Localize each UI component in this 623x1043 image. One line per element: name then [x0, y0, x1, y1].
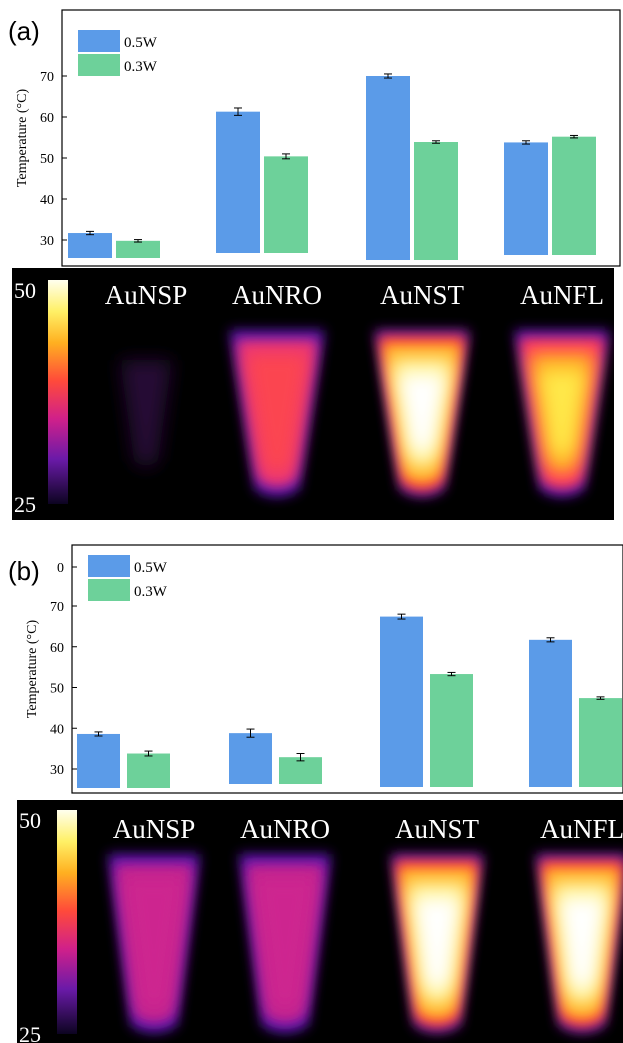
thermal-image-a: 50 25 AuNSP AuNRO AuNST AuNFL	[12, 268, 614, 520]
bar-AuNRO-0.3W	[264, 156, 308, 253]
sample-label-AuNRO: AuNRO	[240, 814, 330, 844]
plot-frame	[61, 9, 621, 267]
legend-label-0.3W: 0.3W	[124, 59, 158, 75]
y-tick-label: 30	[50, 763, 64, 778]
y-tick-label: 40	[40, 193, 54, 208]
thermal-sample-AuNRO	[229, 330, 325, 497]
y-tick-label: 40	[50, 722, 64, 737]
colorbar-max-label: 50	[14, 278, 36, 303]
bar-AuNST-0.5W	[380, 616, 423, 787]
sample-label-AuNST: AuNST	[380, 280, 465, 310]
sample-label-AuNSP: AuNSP	[105, 280, 188, 310]
bar-AuNST-0.5W	[366, 76, 410, 260]
y-axis-label: Temperature (°C)	[25, 620, 40, 719]
plot-frame	[71, 544, 623, 794]
sample-label-AuNFL: AuNFL	[540, 814, 623, 844]
y-tick-label: 50	[40, 152, 54, 167]
thermal-sample-AuNSP	[119, 360, 173, 467]
y-tick-label: 50	[50, 682, 64, 697]
colorbar-min-label: 25	[19, 1022, 41, 1043]
panel-label-a: (a)	[8, 16, 40, 46]
sample-label-AuNST: AuNST	[395, 814, 480, 844]
chart-1: 0 30 40 50 60 70 Temperature (°C) 0.5W 0.3W	[25, 544, 623, 794]
panel-label-b: (b)	[8, 556, 40, 586]
thermal-sample-AuNFL	[536, 854, 623, 1033]
sample-label-AuNSP: AuNSP	[113, 814, 196, 844]
y-axis-label: Temperature (°C)	[15, 89, 30, 188]
sample-label-AuNFL: AuNFL	[520, 280, 604, 310]
y-tick-label: 0	[57, 561, 64, 576]
y-tick-label: 70	[40, 70, 54, 85]
chart-0: 30 40 50 60 70 Temperature (°C) 0.5W 0.3W	[15, 9, 621, 267]
bar-AuNFL-0.3W	[552, 136, 596, 255]
colorbar-min-label: 25	[14, 492, 36, 517]
colorbar	[48, 280, 68, 504]
bar-AuNSP-0.5W	[68, 233, 112, 258]
sample-label-AuNRO: AuNRO	[232, 280, 322, 310]
thermal-sample-AuNSP	[108, 854, 200, 1033]
bar-AuNRO-0.3W	[279, 757, 322, 784]
legend-swatch-0.3W	[78, 54, 120, 76]
bar-AuNFL-0.5W	[504, 142, 548, 255]
bar-AuNFL-0.5W	[529, 639, 572, 787]
thermal-sample-AuNST	[374, 330, 470, 497]
y-tick-label: 60	[40, 111, 54, 126]
thermal-sample-AuNST	[391, 854, 483, 1033]
bar-AuNST-0.3W	[414, 142, 458, 260]
colorbar	[57, 810, 77, 1034]
bar-AuNRO-0.5W	[216, 111, 260, 253]
colorbar-max-label: 50	[19, 808, 41, 833]
legend-swatch-0.5W	[78, 30, 120, 52]
thermal-image-b: 50 25 AuNSP AuNRO AuNST AuNFL	[17, 800, 623, 1043]
bar-AuNFL-0.3W	[579, 698, 622, 787]
bar-AuNSP-0.3W	[127, 753, 170, 788]
thermal-sample-AuNRO	[239, 854, 331, 1033]
legend-label-0.5W: 0.5W	[134, 560, 168, 576]
legend-label-0.3W: 0.3W	[134, 584, 168, 600]
bar-AuNSP-0.3W	[116, 240, 160, 258]
legend-label-0.5W: 0.5W	[124, 35, 158, 51]
legend-swatch-0.3W	[88, 579, 130, 601]
bar-AuNRO-0.5W	[229, 733, 272, 784]
bar-AuNSP-0.5W	[77, 733, 120, 788]
legend-swatch-0.5W	[88, 555, 130, 577]
thermal-sample-AuNFL	[514, 330, 610, 497]
y-tick-label: 60	[50, 641, 64, 656]
bar-AuNST-0.3W	[430, 674, 473, 787]
y-tick-label: 70	[50, 600, 64, 615]
y-tick-label: 30	[40, 234, 54, 249]
